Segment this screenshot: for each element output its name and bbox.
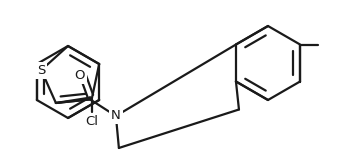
Text: O: O xyxy=(75,69,85,82)
Text: Cl: Cl xyxy=(85,115,98,128)
Text: S: S xyxy=(37,64,45,77)
Text: N: N xyxy=(111,109,121,122)
